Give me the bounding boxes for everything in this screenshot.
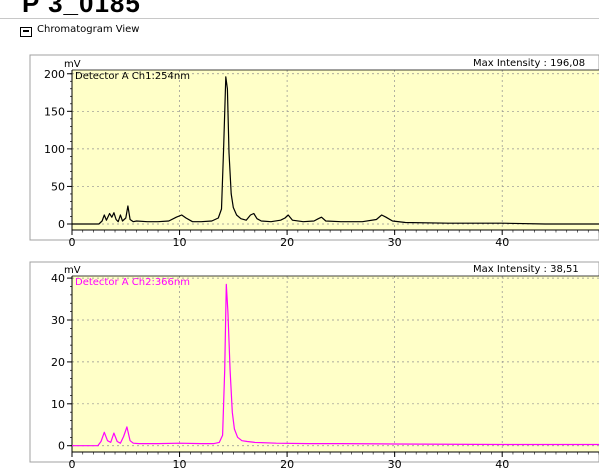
- trace-line-1: [72, 76, 599, 225]
- window-title: Chromatogram View: [37, 24, 140, 35]
- chart-panel-2: 010203040010203040mVminMax Intensity : 3…: [29, 261, 599, 471]
- y-tick-label: 0: [58, 440, 65, 453]
- plot-area: [72, 276, 599, 452]
- y-tick-label: 40: [51, 272, 65, 285]
- max-intensity-label: Max Intensity : 196,08: [473, 58, 585, 69]
- y-tick-label: 20: [51, 356, 65, 369]
- x-tick-label: 40: [495, 236, 509, 249]
- y-tick-label: 100: [44, 143, 65, 156]
- x-tick-label: 30: [388, 458, 402, 471]
- detector-label: Detector A Ch1:254nm: [75, 71, 190, 82]
- x-tick-label: 40: [495, 458, 509, 471]
- y-axis-unit-label: mV: [64, 59, 81, 70]
- y-tick-label: 30: [51, 314, 65, 327]
- trace-line-1: [72, 283, 599, 447]
- y-tick-label: 50: [51, 180, 65, 193]
- max-intensity-label: Max Intensity : 38,51: [473, 264, 579, 275]
- y-tick-label: 10: [51, 398, 65, 411]
- x-tick-label: 10: [173, 236, 187, 249]
- plot-area: [72, 70, 599, 230]
- window-system-menu-icon[interactable]: [20, 27, 32, 37]
- x-tick-label: 0: [69, 236, 76, 249]
- x-tick-label: 0: [69, 458, 76, 471]
- y-tick-label: 150: [44, 105, 65, 118]
- y-axis-unit-label: mV: [64, 265, 81, 276]
- x-tick-label: 20: [280, 236, 294, 249]
- x-tick-label: 20: [280, 458, 294, 471]
- detector-label: Detector A Ch2:366nm: [75, 277, 190, 288]
- window-titlebar: Chromatogram View: [0, 19, 599, 41]
- y-tick-label: 0: [58, 218, 65, 231]
- x-tick-label: 10: [173, 458, 187, 471]
- x-tick-label: 30: [388, 236, 402, 249]
- page-header-title: P 3_0185: [22, 0, 141, 18]
- chart-panel-1: 050100150200010203040mVminMax Intensity …: [29, 54, 599, 249]
- y-tick-label: 200: [44, 68, 65, 81]
